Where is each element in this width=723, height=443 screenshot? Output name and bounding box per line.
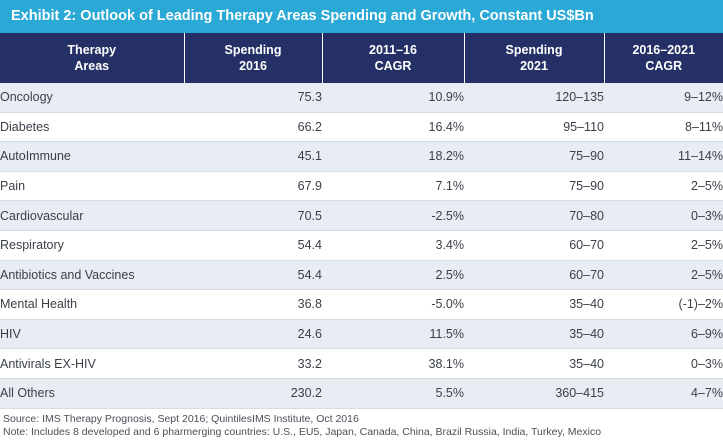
- header-spending-2016: Spending 2016: [183, 33, 322, 83]
- table-row: All Others 230.2 5.5% 360–415 4–7%: [0, 378, 723, 409]
- therapy-area-cell: Oncology: [0, 83, 184, 113]
- spending-2021-cell: 75–90: [464, 141, 604, 172]
- cagr-2011-16-cell: 18.2%: [322, 141, 464, 172]
- header-text: CAGR: [645, 59, 683, 73]
- cagr-2016-2021-cell: 11–14%: [604, 141, 723, 172]
- cagr-2016-2021-cell: 2–5%: [604, 260, 723, 291]
- spending-2021-cell: 60–70: [464, 230, 604, 261]
- spending-2021-cell: 35–40: [464, 319, 604, 350]
- cagr-2016-2021-cell: (-1)–2%: [604, 289, 723, 320]
- header-text: Spending: [505, 43, 563, 57]
- spending-2021-cell: 75–90: [464, 171, 604, 202]
- spending-2016-cell: 54.4: [184, 230, 322, 261]
- table-body: Oncology 75.3 10.9% 120–135 9–12% Diabetes 66.…: [0, 83, 723, 409]
- cagr-2011-16-cell: 3.4%: [322, 230, 464, 261]
- cagr-2011-16-cell: 38.1%: [322, 348, 464, 379]
- table-row: AutoImmune 45.1 18.2% 75–90 11–14%: [0, 141, 723, 172]
- spending-2016-cell: 230.2: [184, 378, 322, 409]
- cagr-2016-2021-cell: 2–5%: [604, 230, 723, 261]
- table-row: Pain 67.9 7.1% 75–90 2–5%: [0, 171, 723, 202]
- spending-2016-cell: 24.6: [184, 319, 322, 350]
- therapy-area-cell: Antivirals EX-HIV: [0, 348, 184, 379]
- footnotes: Source: IMS Therapy Prognosis, Sept 2016…: [3, 413, 601, 438]
- header-text: 2016–2021: [632, 43, 696, 57]
- cagr-2011-16-cell: -2.5%: [322, 200, 464, 231]
- spending-2016-cell: 33.2: [184, 348, 322, 379]
- header-spending-2021: Spending 2021: [463, 33, 604, 83]
- header-text: Spending: [224, 43, 282, 57]
- cagr-2011-16-cell: 16.4%: [322, 112, 464, 143]
- table-row: Antivirals EX-HIV 33.2 38.1% 35–40 0–3%: [0, 348, 723, 379]
- table-row: Mental Health 36.8 -5.0% 35–40 (-1)–2%: [0, 289, 723, 320]
- cagr-2016-2021-cell: 0–3%: [604, 200, 723, 231]
- cagr-2016-2021-cell: 2–5%: [604, 171, 723, 202]
- cagr-2016-2021-cell: 6–9%: [604, 319, 723, 350]
- cagr-2016-2021-cell: 0–3%: [604, 348, 723, 379]
- spending-2016-cell: 66.2: [184, 112, 322, 143]
- therapy-area-cell: Respiratory: [0, 230, 184, 261]
- spending-2016-cell: 70.5: [184, 200, 322, 231]
- header-text: 2021: [520, 59, 548, 73]
- header-row: Therapy Areas Spending 2016 2011–16 CAGR…: [0, 33, 723, 83]
- spending-2021-cell: 35–40: [464, 348, 604, 379]
- therapy-area-cell: Mental Health: [0, 289, 184, 320]
- source-note: Source: IMS Therapy Prognosis, Sept 2016…: [3, 413, 359, 425]
- spending-2021-cell: 95–110: [464, 112, 604, 143]
- cagr-2016-2021-cell: 8–11%: [604, 112, 723, 143]
- therapy-area-cell: Cardiovascular: [0, 200, 184, 231]
- spending-2021-cell: 360–415: [464, 378, 604, 409]
- cagr-2016-2021-cell: 4–7%: [604, 378, 723, 409]
- spending-2016-cell: 67.9: [184, 171, 322, 202]
- header-cagr-2016-2021: 2016–2021 CAGR: [603, 33, 723, 83]
- spending-2016-cell: 54.4: [184, 260, 322, 291]
- cagr-2011-16-cell: 10.9%: [322, 83, 464, 113]
- spending-2016-cell: 36.8: [184, 289, 322, 320]
- header-text: 2016: [239, 59, 267, 73]
- header-text: Areas: [74, 59, 110, 73]
- table-row: Diabetes 66.2 16.4% 95–110 8–11%: [0, 112, 723, 143]
- cagr-2011-16-cell: 7.1%: [322, 171, 464, 202]
- therapy-area-cell: AutoImmune: [0, 141, 184, 172]
- chart-title: Exhibit 2: Outlook of Leading Therapy Ar…: [0, 0, 723, 33]
- spending-2021-cell: 120–135: [464, 83, 604, 113]
- table-row: HIV 24.6 11.5% 35–40 6–9%: [0, 319, 723, 350]
- therapy-area-cell: Diabetes: [0, 112, 184, 143]
- spending-2021-cell: 60–70: [464, 260, 604, 291]
- therapy-table: Therapy Areas Spending 2016 2011–16 CAGR…: [0, 33, 723, 409]
- header-text: Therapy: [67, 43, 117, 57]
- therapy-area-cell: HIV: [0, 319, 184, 350]
- countries-note: Note: Includes 8 developed and 6 pharmer…: [3, 425, 602, 438]
- spending-2016-cell: 45.1: [184, 141, 322, 172]
- table-row: Antibiotics and Vaccines 54.4 2.5% 60–70 2–5…: [0, 260, 723, 291]
- cagr-2011-16-cell: 11.5%: [322, 319, 464, 350]
- spending-2021-cell: 35–40: [464, 289, 604, 320]
- table-row: Cardiovascular 70.5 -2.5% 70–80 0–3%: [0, 200, 723, 231]
- table-row: Respiratory 54.4 3.4% 60–70 2–5%: [0, 230, 723, 261]
- table-row: Oncology 75.3 10.9% 120–135 9–12%: [0, 83, 723, 113]
- therapy-area-cell: Pain: [0, 171, 184, 202]
- header-text: CAGR: [374, 59, 412, 73]
- cagr-2011-16-cell: -5.0%: [322, 289, 464, 320]
- header-cagr-2011-16: 2011–16 CAGR: [321, 33, 464, 83]
- cagr-2011-16-cell: 2.5%: [322, 260, 464, 291]
- header-therapy-areas: Therapy Areas: [0, 33, 184, 83]
- cagr-2011-16-cell: 5.5%: [322, 378, 464, 409]
- therapy-area-cell: All Others: [0, 378, 184, 409]
- spending-2016-cell: 75.3: [184, 83, 322, 113]
- therapy-area-cell: Antibiotics and Vaccines: [0, 260, 184, 291]
- spending-2021-cell: 70–80: [464, 200, 604, 231]
- cagr-2016-2021-cell: 9–12%: [604, 83, 723, 113]
- header-text: 2011–16: [369, 43, 417, 57]
